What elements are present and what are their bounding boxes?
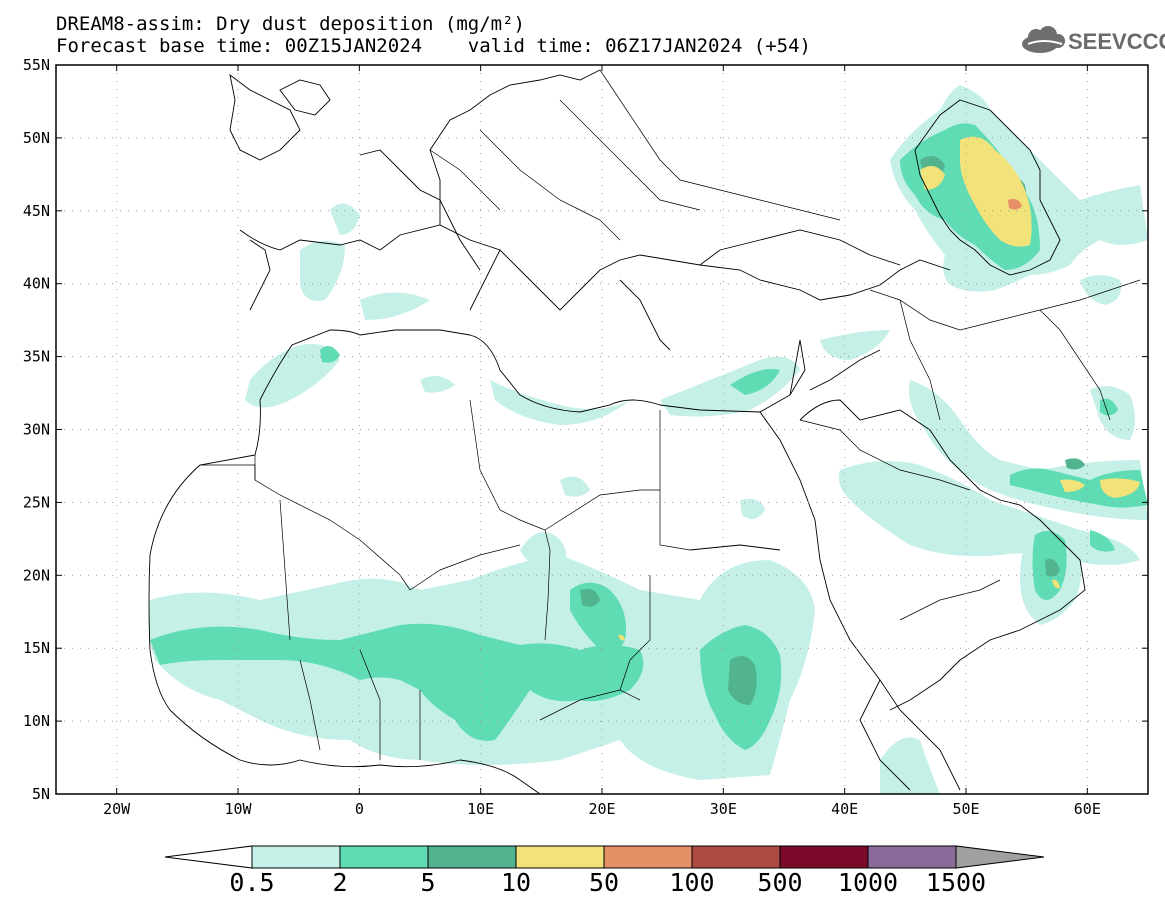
- map-title: DREAM8-assim: Dry dust deposition (mg/m²…: [56, 13, 525, 35]
- colorbar-label: 1500: [925, 868, 987, 897]
- colorbar-swatch: [867, 845, 957, 869]
- lat-tick-label: 50N: [23, 129, 50, 147]
- country-borders: [200, 69, 1141, 760]
- axis-labels: 20W 10W 0 10E 20E 30E 40E 50E 60E 5N 10N 15N 20N 25N 3…: [23, 56, 1101, 818]
- lon-tick-label: 40E: [831, 800, 858, 818]
- lon-tick-label: 50E: [952, 800, 979, 818]
- colorbar-swatch: [251, 845, 341, 869]
- lon-tick-label: 0: [355, 800, 364, 818]
- lat-tick-label: 5N: [32, 785, 50, 803]
- lat-tick-label: 40N: [23, 275, 50, 293]
- lat-tick-label: 35N: [23, 348, 50, 366]
- colorbar-lower-arrow: [164, 845, 253, 869]
- colorbar: [164, 845, 1045, 869]
- colorbar-swatch: [691, 845, 781, 869]
- colorbar-label: 2: [332, 868, 348, 897]
- colorbar-swatch: [427, 845, 517, 869]
- colorbar-label: 50: [588, 868, 620, 897]
- cloud-icon: [1022, 26, 1065, 53]
- lat-tick-label: 55N: [23, 56, 50, 74]
- lat-tick-label: 45N: [23, 202, 50, 220]
- colorbar-label: 5: [420, 868, 436, 897]
- colorbar-swatch: [515, 845, 605, 869]
- colorbar-swatch: [779, 845, 869, 869]
- lat-tick-label: 25N: [23, 493, 50, 511]
- logo-text: SEEVCCC: [1068, 29, 1165, 54]
- colorbar-label: 10: [500, 868, 532, 897]
- lon-tick-label: 20W: [103, 800, 131, 818]
- lon-tick-label: 60E: [1074, 800, 1101, 818]
- dust-level-10: [618, 136, 1140, 641]
- lat-tick-label: 20N: [23, 566, 50, 584]
- lon-tick-label: 30E: [710, 800, 737, 818]
- lon-tick-label: 10W: [224, 800, 252, 818]
- colorbar-upper-arrow: [955, 845, 1045, 869]
- lat-tick-label: 15N: [23, 639, 50, 657]
- colorbar-swatch: [603, 845, 693, 869]
- colorbar-label: 500: [757, 868, 803, 897]
- lon-tick-label: 20E: [588, 800, 615, 818]
- colorbar-swatch: [339, 845, 429, 869]
- colorbar-label: 100: [669, 868, 715, 897]
- colorbar-label: 1000: [837, 868, 899, 897]
- map-subtitle: Forecast base time: 00Z15JAN2024 valid t…: [56, 35, 811, 57]
- lat-tick-label: 30N: [23, 421, 50, 439]
- lon-tick-label: 10E: [467, 800, 494, 818]
- dust-level-50: [1008, 198, 1022, 210]
- axis-ticks: [56, 64, 1148, 795]
- lat-tick-label: 10N: [23, 712, 50, 730]
- colorbar-label: 0.5: [229, 868, 275, 897]
